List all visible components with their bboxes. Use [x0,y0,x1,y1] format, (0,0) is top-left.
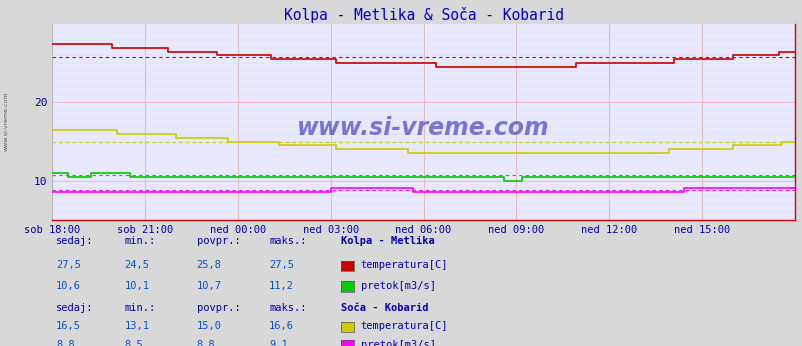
Text: povpr.:: povpr.: [196,236,240,246]
Text: 10,1: 10,1 [124,281,149,291]
Text: 8,8: 8,8 [196,340,215,346]
Text: povpr.:: povpr.: [196,303,240,313]
Title: Kolpa - Metlika & Soča - Kobarid: Kolpa - Metlika & Soča - Kobarid [283,7,563,23]
Text: min.:: min.: [124,236,156,246]
Text: pretok[m3/s]: pretok[m3/s] [360,340,435,346]
Text: www.si-vreme.com: www.si-vreme.com [4,91,9,151]
Text: temperatura[C]: temperatura[C] [360,260,448,270]
Text: www.si-vreme.com: www.si-vreme.com [297,116,549,140]
Text: 16,6: 16,6 [269,321,294,331]
Text: maks.:: maks.: [269,236,306,246]
Text: 15,0: 15,0 [196,321,221,331]
Text: 8,8: 8,8 [56,340,75,346]
Text: 9,1: 9,1 [269,340,287,346]
Text: 11,2: 11,2 [269,281,294,291]
Text: sedaj:: sedaj: [56,236,94,246]
Text: 27,5: 27,5 [269,260,294,270]
Text: 24,5: 24,5 [124,260,149,270]
Text: temperatura[C]: temperatura[C] [360,321,448,331]
Text: pretok[m3/s]: pretok[m3/s] [360,281,435,291]
Text: sedaj:: sedaj: [56,303,94,313]
Text: 16,5: 16,5 [56,321,81,331]
Text: 10,6: 10,6 [56,281,81,291]
Text: 10,7: 10,7 [196,281,221,291]
Text: 25,8: 25,8 [196,260,221,270]
Text: Kolpa - Metlika: Kolpa - Metlika [341,236,435,246]
Text: Soča - Kobarid: Soča - Kobarid [341,303,428,313]
Text: 27,5: 27,5 [56,260,81,270]
Text: min.:: min.: [124,303,156,313]
Text: 13,1: 13,1 [124,321,149,331]
Text: maks.:: maks.: [269,303,306,313]
Text: 8,5: 8,5 [124,340,143,346]
